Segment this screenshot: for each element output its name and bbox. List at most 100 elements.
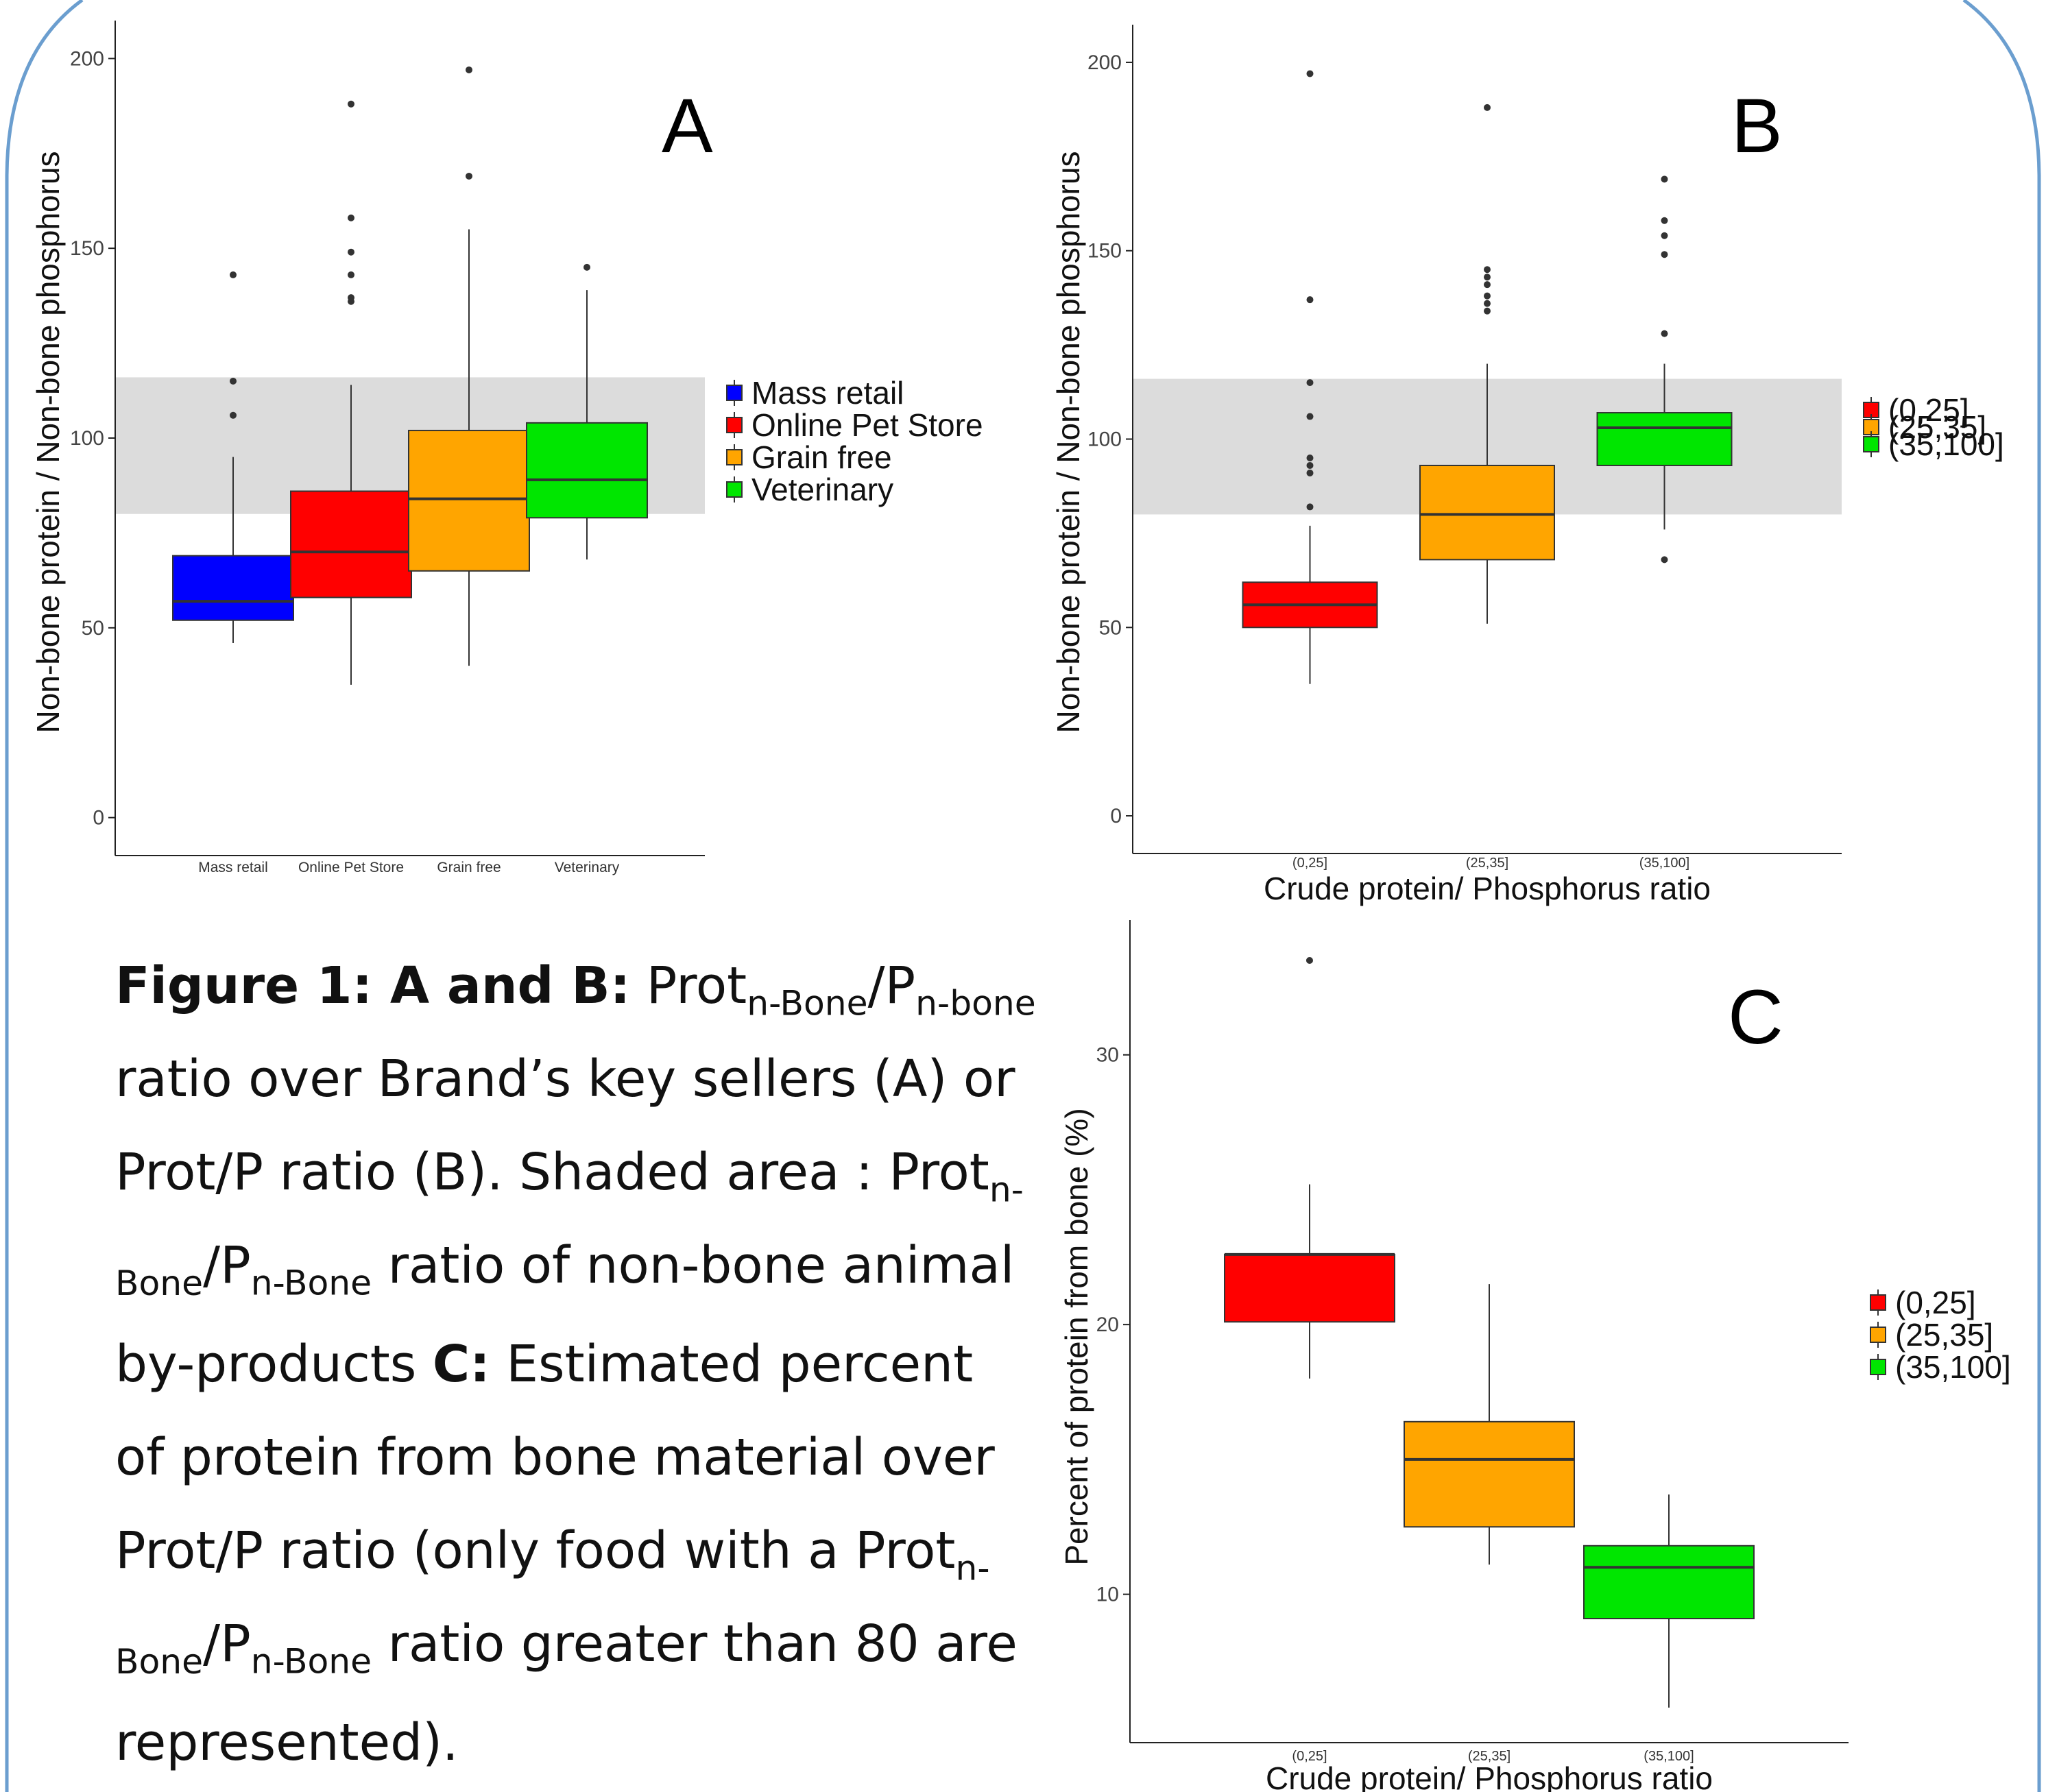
box-0 — [172, 271, 294, 643]
legend-key — [726, 417, 743, 433]
x-tick-label: Online Pet Store — [298, 860, 404, 875]
caption-sub-n: n- — [989, 1169, 1024, 1210]
box-body — [408, 429, 530, 572]
y-tick-label: 50 — [1099, 616, 1122, 639]
outlier-point — [1484, 281, 1491, 289]
outlier-point — [1306, 70, 1314, 77]
outlier-point — [1306, 413, 1314, 420]
y-tick-label: 0 — [1110, 805, 1122, 827]
outlier-point — [1484, 300, 1491, 307]
box-1 — [290, 100, 412, 685]
y-tick-label: 100 — [70, 427, 104, 450]
y-axis-label: Percent of protein from bone (%) — [1059, 1108, 1094, 1565]
box-body — [290, 490, 412, 598]
outlier-point — [230, 411, 237, 419]
legend-key — [726, 481, 743, 498]
outlier-point — [1661, 556, 1668, 564]
x-tick-label: (0,25] — [1292, 1749, 1327, 1764]
legend-label: (0,25] — [1888, 392, 1969, 428]
outlier-point — [1484, 274, 1491, 281]
y-tick-label: 10 — [1096, 1584, 1119, 1606]
legend-label: Veterinary — [751, 472, 893, 507]
box-2 — [1596, 175, 1733, 564]
box-body — [1596, 412, 1733, 466]
outlier-point — [466, 172, 472, 180]
box-body — [526, 422, 648, 519]
y-tick-label: 200 — [1087, 51, 1122, 74]
box-body — [1583, 1545, 1755, 1620]
caption-line-2: ratio over Brand’s key sellers (A) or — [115, 1050, 1015, 1109]
figure-caption: Figure 1: A and B: Protn-Bone/Pn-bone ra… — [115, 939, 1075, 1789]
legend-key — [1870, 1294, 1886, 1311]
y-tick-label: 30 — [1096, 1044, 1119, 1067]
outlier-point — [1661, 330, 1668, 337]
legend-label: (35,100] — [1888, 426, 2004, 462]
panel-letter-c: C — [1728, 974, 1783, 1060]
y-tick-label: 200 — [70, 47, 104, 70]
box-1 — [1404, 1284, 1575, 1565]
outlier-point — [230, 271, 237, 278]
caption-line-5: by-products C: Estimated percent — [115, 1318, 1075, 1411]
caption-sub-nbone-2: n-bone — [915, 982, 1036, 1024]
caption-sub-bone: Bone — [115, 1262, 204, 1303]
x-tick-label: (0,25] — [1292, 856, 1327, 871]
y-tick-label: 0 — [93, 807, 104, 830]
legend-label: (25,35] — [1888, 409, 1986, 445]
outlier-point — [1306, 379, 1314, 387]
caption-colon: : — [352, 956, 390, 1015]
caption-line-5-b: Estimated percent — [490, 1335, 974, 1394]
caption-slash-p-2: /P — [203, 1236, 251, 1295]
outlier-point — [1306, 296, 1314, 304]
legend-key — [1863, 436, 1879, 452]
box-body — [172, 555, 294, 621]
outlier-point — [1484, 292, 1491, 300]
caption-prot: Prot — [630, 956, 747, 1015]
panel-letter-b: B — [1731, 83, 1783, 169]
outlier-point — [348, 271, 354, 278]
legend-label: (0,25] — [1895, 1285, 1976, 1320]
caption-line-7: Prot/P ratio (only food with a Protn- — [115, 1504, 1075, 1597]
caption-line-1: Figure 1: A and B: Protn-Bone/Pn-bone — [115, 939, 1075, 1032]
figure-label: Figure 1 — [115, 956, 352, 1015]
outlier-point — [1306, 957, 1313, 965]
outlier-point — [1484, 266, 1491, 274]
caption-line-8: Bone/Pn-Bone ratio greater than 80 are — [115, 1597, 1075, 1696]
legend-key — [726, 449, 743, 465]
outlier-point — [1306, 503, 1314, 511]
legend-key — [726, 385, 743, 401]
x-tick-label: (35,100] — [1639, 856, 1689, 871]
caption-slash-p-3: /P — [203, 1614, 251, 1673]
caption-line-8-text: ratio greater than 80 are — [372, 1614, 1018, 1673]
caption-sub-nbone: n-Bone — [747, 982, 868, 1024]
outlier-point — [1306, 461, 1314, 469]
outlier-point — [348, 248, 354, 256]
legend-key — [1870, 1327, 1886, 1343]
x-tick-label: (25,35] — [1466, 856, 1508, 871]
outlier-point — [1484, 307, 1491, 315]
caption-line-3: Prot/P ratio (B). Shaded area : Protn- — [115, 1126, 1075, 1219]
x-axis-label: Crude protein/ Phosphorus ratio — [1264, 871, 1711, 906]
x-tick-label: Grain free — [437, 860, 501, 875]
legend-label: (35,100] — [1895, 1349, 2011, 1385]
panel-a-boxplot: 0 50 100 150 200 Non-bone protein / Non-bone … — [30, 21, 983, 875]
caption-line-5-a: by-products — [115, 1335, 433, 1394]
outlier-point — [348, 294, 354, 302]
box-body — [1419, 464, 1555, 561]
y-axis-label: Non-bone protein / Non-bone phosphorus — [1050, 151, 1086, 733]
outlier-point — [1306, 469, 1314, 476]
legend-label: (25,35] — [1895, 1317, 1993, 1353]
x-axis-label: Crude protein/ Phosphorus ratio — [1266, 1760, 1713, 1792]
outlier-point — [230, 377, 237, 385]
legend-label: Online Pet Store — [751, 407, 983, 443]
panel-b-boxplot: 0 50 100 150 200 Non-bone protein / Non-bone … — [1050, 25, 2004, 906]
caption-line-7-text: Prot/P ratio (only food with a Prot — [115, 1521, 956, 1580]
outlier-point — [1306, 454, 1314, 461]
ab-label: A and B: — [389, 956, 631, 1015]
outlier-point — [1484, 104, 1491, 111]
y-tick-label: 20 — [1096, 1313, 1119, 1336]
rounded-border — [5, 0, 2041, 1792]
y-tick-label: 100 — [1087, 428, 1122, 451]
outlier-point — [1661, 251, 1668, 258]
x-tick-label: Mass retail — [198, 860, 268, 875]
